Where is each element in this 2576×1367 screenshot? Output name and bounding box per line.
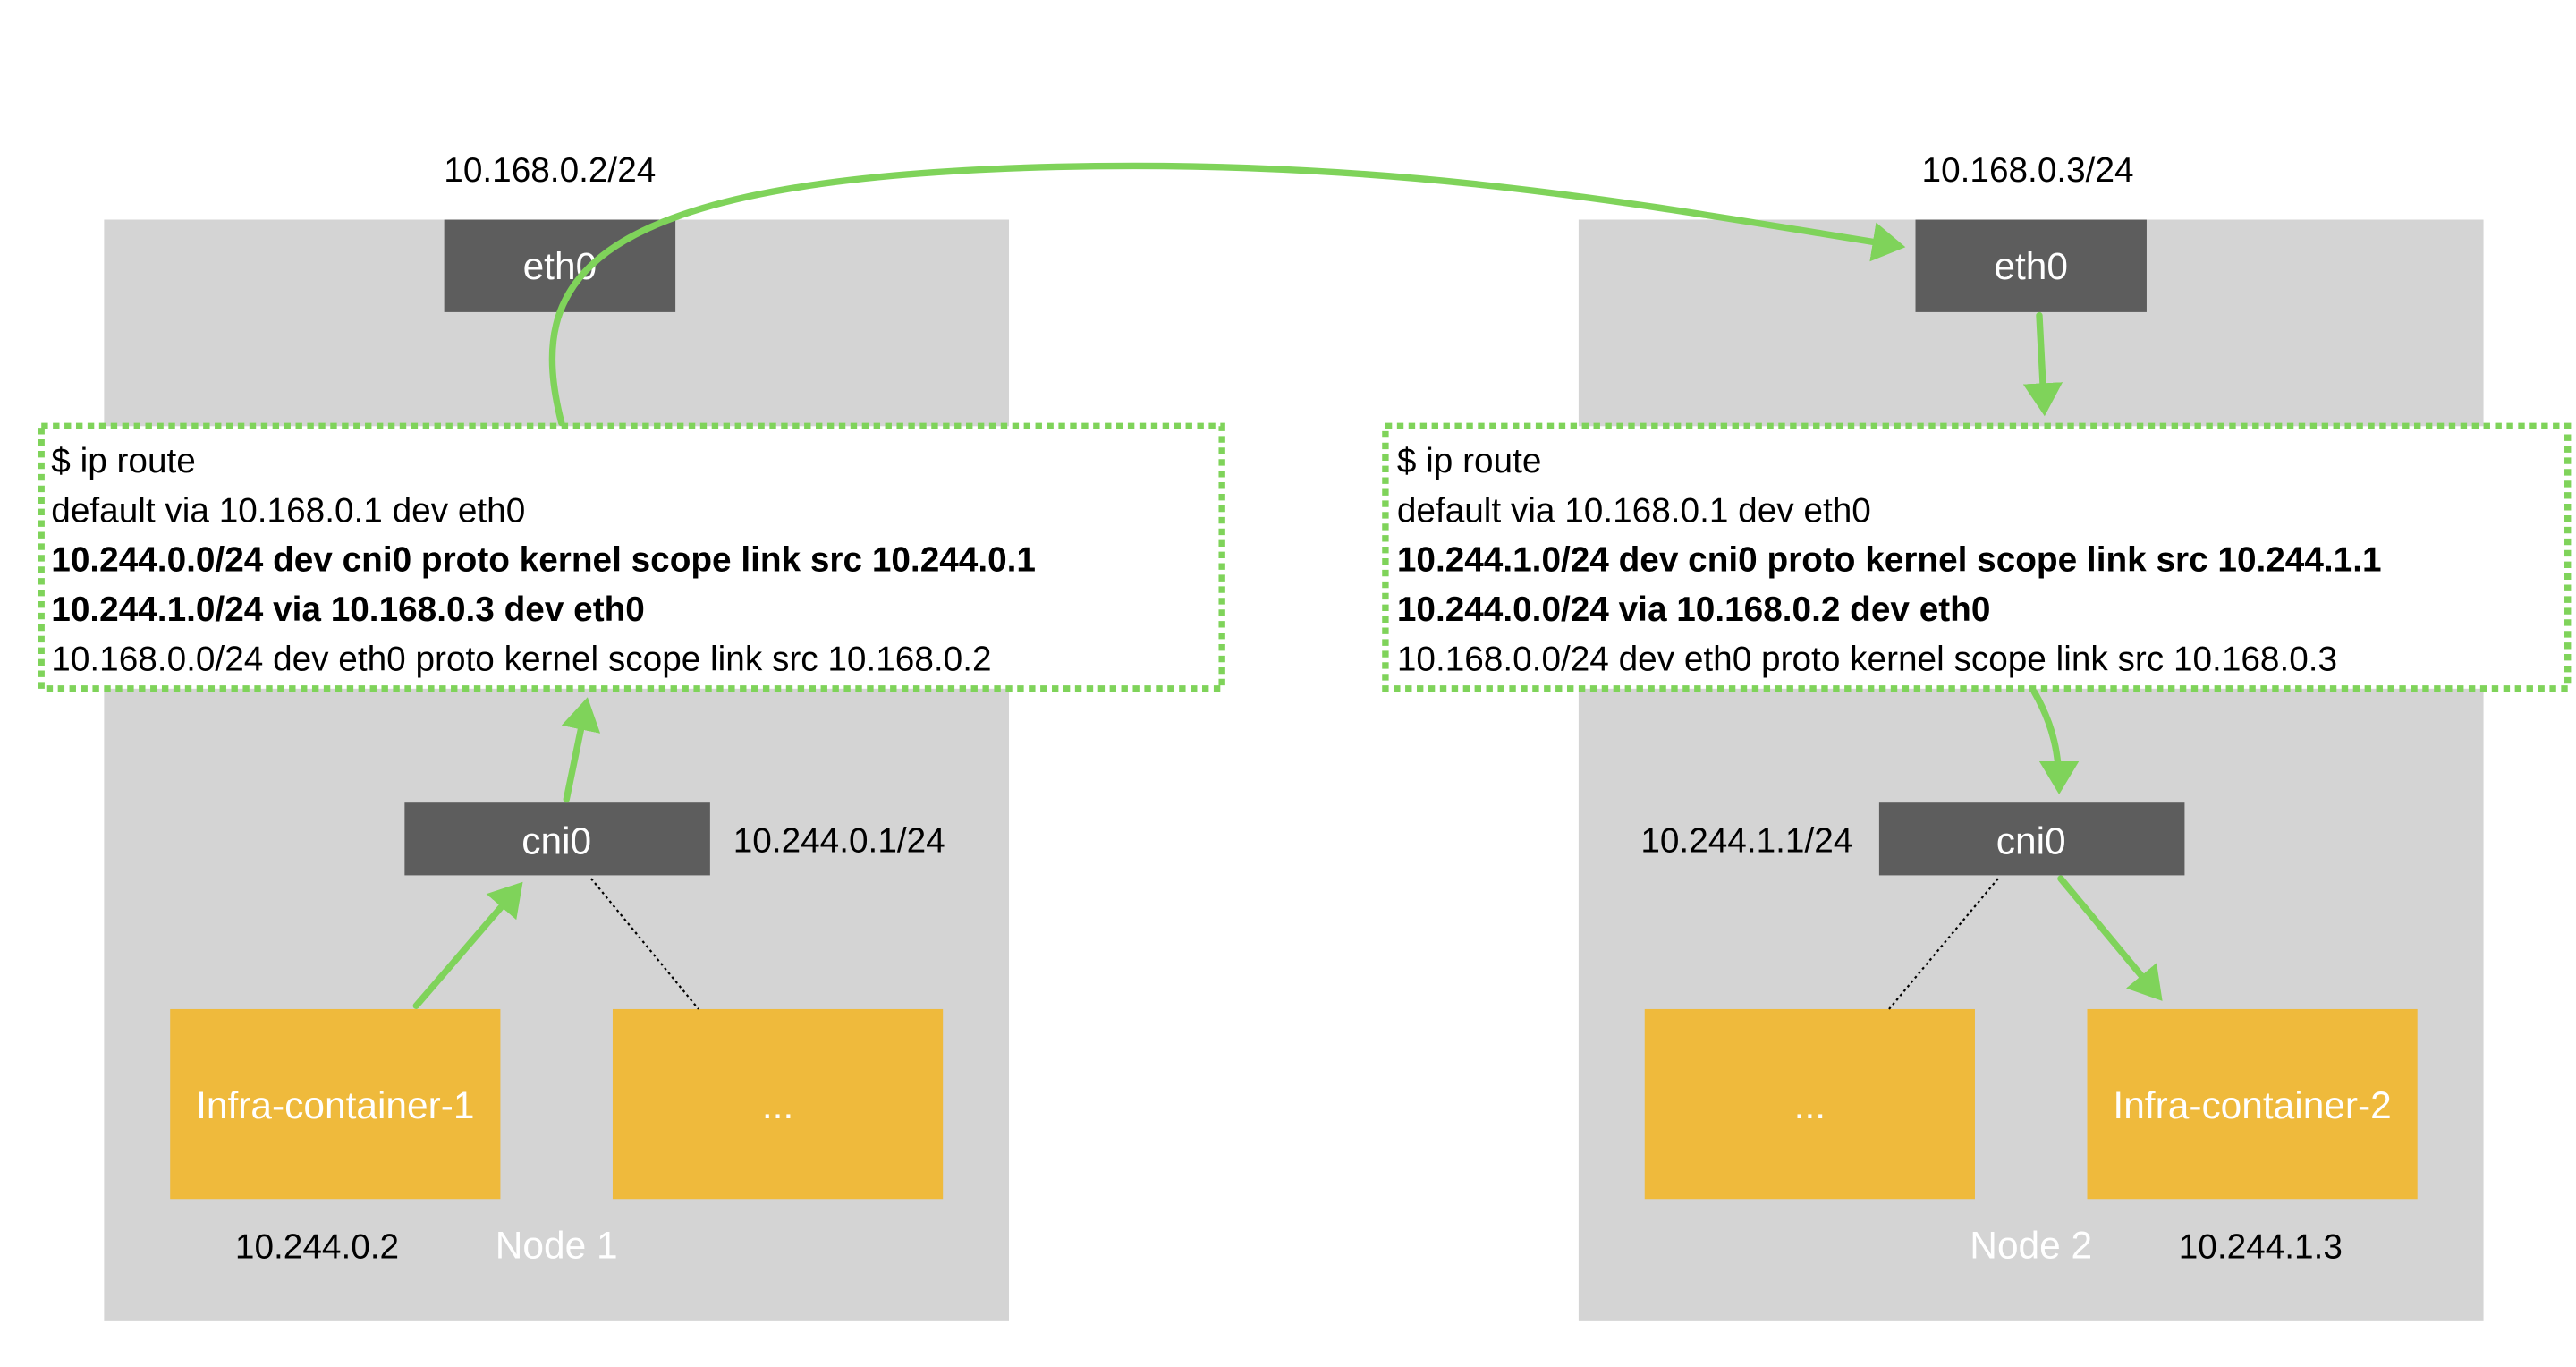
route-line: 10.244.0.0/24 via 10.168.0.2 dev eth0 [1397, 590, 1991, 629]
route-line: 10.244.1.0/24 via 10.168.0.3 dev eth0 [51, 590, 645, 629]
node-1-eth0-label: eth0 [523, 245, 597, 287]
arrow-route-to-cni0 [2030, 688, 2080, 794]
node-2-cni0-ip: 10.244.1.1/24 [1640, 822, 1852, 861]
node-2-other-container-label: ... [1794, 1084, 1826, 1126]
node-1-eth0-ip: 10.168.0.2/24 [444, 151, 656, 190]
node-1-cni0-ip: 10.244.0.1/24 [733, 822, 945, 861]
node-1-other-container [612, 1008, 944, 1200]
infra-container-2 [2087, 1008, 2418, 1200]
arrow-eth0-to-route [2022, 311, 2063, 417]
route-line: 10.244.0.0/24 dev cni0 proto kernel scop… [51, 541, 1036, 580]
node-1-cni0-label: cni0 [521, 819, 591, 862]
veth-link [590, 878, 699, 1010]
arrow-node1-to-node2-eth0 [548, 162, 1906, 427]
route-line: 10.168.0.0/24 dev eth0 proto kernel scop… [1397, 641, 2337, 679]
route-line: 10.244.1.0/24 dev cni0 proto kernel scop… [1397, 541, 2382, 580]
node-1-other-container-label: ... [762, 1084, 793, 1126]
infra-container-1-label: Infra-container-1 [196, 1084, 474, 1126]
route-line: default via 10.168.0.1 dev eth0 [1397, 491, 1871, 530]
node-2-eth0 [1915, 219, 2147, 312]
node-2-eth0-label: eth0 [1994, 245, 2068, 287]
infra-container-2-label: Infra-container-2 [2113, 1084, 2391, 1126]
node-2-cni0 [1878, 802, 2185, 876]
route-line: 10.168.0.0/24 dev eth0 proto kernel scop… [51, 641, 991, 679]
infra-container-1-ip: 10.244.0.2 [235, 1228, 399, 1267]
route-line: default via 10.168.0.1 dev eth0 [51, 491, 525, 530]
route-line: $ ip route [51, 442, 196, 480]
node-2-eth0-ip: 10.168.0.3/24 [1922, 151, 2134, 190]
arrow-container1-to-cni0 [412, 881, 523, 1009]
infra-container-2-ip: 10.244.1.3 [2179, 1228, 2343, 1267]
route-line: $ ip route [1397, 442, 1542, 480]
node-2-other-container [1644, 1008, 1975, 1200]
node-1-route-table [38, 422, 1225, 692]
arrow-cni0-to-container2 [2057, 875, 2163, 1001]
arrow-cni0-to-route [561, 697, 601, 803]
infra-container-1 [170, 1008, 501, 1200]
node-2-cni0-label: cni0 [1996, 819, 2066, 862]
node-1-label: Node 1 [496, 1225, 618, 1267]
node-2-label: Node 2 [1970, 1225, 2092, 1267]
node-2-route-table [1382, 422, 2572, 692]
node-1-cni0 [404, 802, 710, 876]
